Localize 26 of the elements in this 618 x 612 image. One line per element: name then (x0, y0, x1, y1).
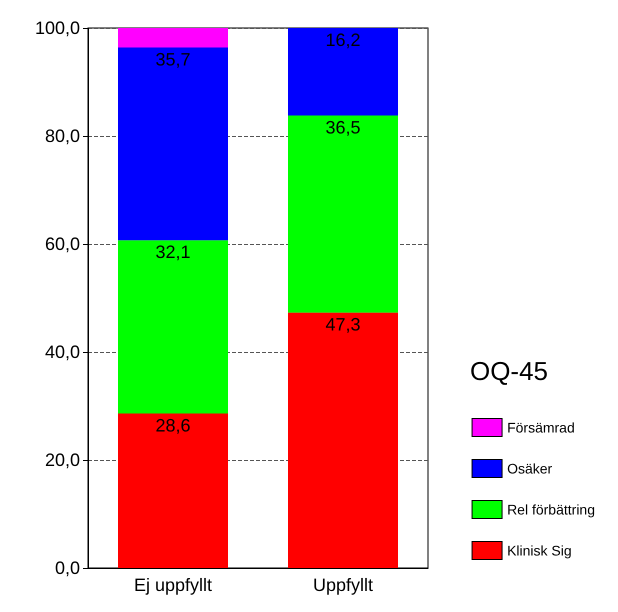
bar (288, 28, 398, 116)
data-label: 47,3 (325, 314, 361, 335)
legend-label: Rel förbättring (507, 502, 596, 518)
bar (118, 47, 228, 240)
legend-label: Försämrad (507, 420, 575, 436)
y-tick-label: 20,0 (44, 450, 80, 470)
data-label: 16,2 (325, 30, 361, 50)
y-tick-label: 60,0 (44, 234, 80, 254)
legend-label: Klinisk Sig (507, 542, 572, 558)
data-label: 36,5 (325, 117, 361, 138)
x-tick-label: Uppfyllt (312, 575, 374, 595)
bar (288, 115, 398, 313)
bar (118, 28, 228, 48)
data-label: 35,7 (155, 49, 191, 70)
bar (288, 312, 398, 568)
x-tick-label: Ej uppfyllt (134, 575, 212, 595)
y-tick-label: 100,0 (34, 18, 80, 38)
y-tick-label: 0,0 (54, 558, 80, 578)
y-tick-label: 80,0 (44, 126, 80, 146)
data-label: 28,6 (155, 416, 191, 436)
bar (118, 414, 228, 568)
y-tick-label: 40,0 (44, 342, 80, 362)
legend-label: Osäker (507, 460, 553, 476)
bar (118, 240, 228, 414)
data-label: 32,1 (155, 242, 191, 262)
legend-title: OQ-45 (470, 356, 548, 386)
